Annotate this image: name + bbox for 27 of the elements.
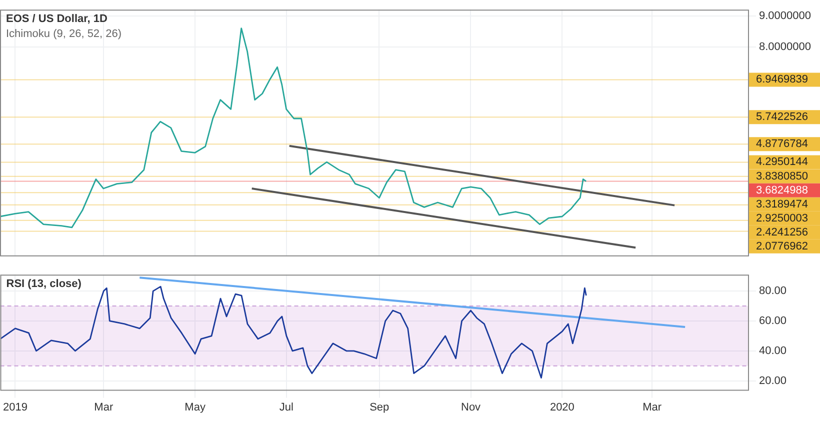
x-tick-label: Mar bbox=[94, 401, 114, 414]
x-tick-label: Mar bbox=[642, 401, 662, 414]
ref-line-label: 2.0776962 bbox=[756, 240, 808, 252]
text: Ichimoku (9, 26, 52, 26) bbox=[6, 28, 122, 40]
ref-line-label: 3.6824988 bbox=[756, 184, 808, 196]
ref-line-label: 5.7422526 bbox=[756, 111, 808, 124]
y-tick-label: 40.00 bbox=[759, 344, 787, 357]
chart-title: EOS / US Dollar, 1D bbox=[6, 13, 108, 26]
y-tick-label: 80.00 bbox=[759, 285, 787, 298]
x-tick-label: Sep bbox=[370, 401, 390, 414]
ref-line-label: 4.2950144 bbox=[756, 156, 808, 168]
ref-line-label: 2.9250003 bbox=[756, 212, 808, 224]
x-tick-label: Nov bbox=[460, 401, 482, 414]
ref-line-label: 6.9469839 bbox=[756, 74, 808, 86]
x-tick-label: 2019 bbox=[2, 401, 28, 414]
chart-title: RSI (13, close) bbox=[6, 278, 82, 290]
ref-line-label: 3.3189474 bbox=[756, 198, 808, 210]
x-tick-label: 2020 bbox=[550, 401, 574, 414]
y-tick-label: 8.0000000 bbox=[759, 40, 811, 53]
ref-line-label: 3.8380850 bbox=[756, 170, 808, 182]
x-tick-label: Jul bbox=[279, 401, 294, 414]
y-tick-label: 9.0000000 bbox=[759, 10, 811, 22]
y-tick-label: 20.00 bbox=[759, 374, 787, 387]
x-tick-label: May bbox=[184, 401, 206, 414]
y-tick-label: 60.00 bbox=[759, 315, 787, 328]
ref-line-label: 2.4241256 bbox=[756, 226, 808, 238]
ref-line-label: 4.8776784 bbox=[756, 138, 808, 150]
